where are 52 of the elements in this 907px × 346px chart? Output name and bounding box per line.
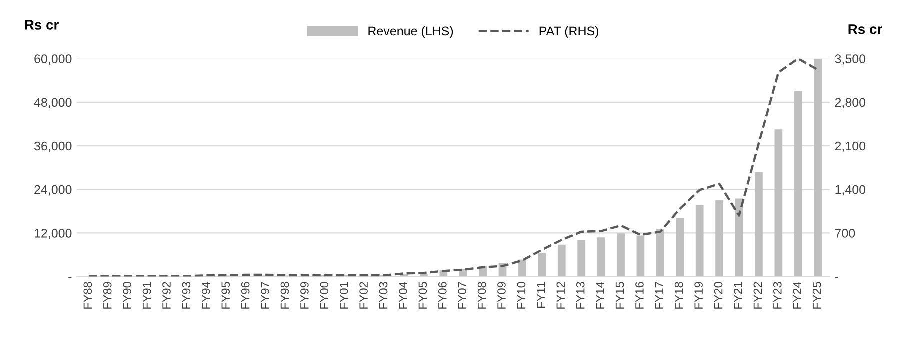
x-tick-label: FY13 — [576, 282, 585, 309]
x-tick-label: FY19 — [694, 282, 704, 309]
x-tick-label: FY95 — [222, 282, 230, 309]
x-tick-label: FY92 — [162, 282, 171, 309]
x-tick-label: FY03 — [379, 282, 388, 309]
y2-tick-label: 700 — [835, 229, 856, 238]
x-tick-label: FY11 — [537, 282, 546, 308]
y2-tick-label: 1,400 — [836, 185, 866, 196]
x-tick-label: FY23 — [773, 282, 782, 309]
x-tick-label: FY01 — [340, 282, 348, 309]
x-tick-label: FY97 — [261, 282, 270, 309]
x-tick-label: FY14 — [596, 282, 604, 309]
x-tick-label: FY15 — [616, 282, 624, 309]
x-tick-label: FY10 — [517, 282, 526, 309]
x-tick-label: FY00 — [320, 282, 329, 309]
x-tick-label: FY21 — [734, 282, 742, 309]
x-tick-label: FY17 — [655, 282, 664, 309]
y-tick-label: 60,000 — [34, 54, 72, 65]
y2-tick-label: 3,500 — [835, 54, 866, 65]
x-tick-label: FY06 — [438, 282, 447, 309]
x-tick-label: FY08 — [478, 282, 486, 309]
x-tick-label: FY24 — [793, 282, 802, 309]
x-tick-label: FY20 — [714, 282, 723, 309]
x-tick-label: FY88 — [84, 282, 92, 309]
y-tick-label: 48,000 — [34, 98, 72, 109]
y-tick-label: 36,000 — [34, 142, 72, 152]
x-tick-label: FY07 — [458, 282, 467, 309]
x-tick-label: FY16 — [636, 282, 644, 309]
x-tick-label: FY90 — [123, 282, 132, 309]
x-tick-label: FY18 — [674, 282, 684, 309]
y-tick-label: 12,000 — [34, 229, 72, 240]
x-tick-label: FY91 — [142, 282, 152, 309]
legend-label: Revenue (LHS) — [368, 26, 454, 38]
x-tick-label: FY93 — [182, 282, 191, 309]
x-tick-label: FY02 — [360, 282, 368, 309]
x-tick-label: FY09 — [498, 282, 506, 309]
x-tick-label: FY12 — [556, 282, 565, 309]
y-tick-label: 24,000 — [34, 185, 72, 196]
x-tick-label: FY22 — [754, 282, 762, 309]
y2-axis-title: Rs cr — [848, 24, 882, 34]
legend-label: PAT (RHS) — [540, 26, 599, 38]
x-tick-label: FY94 — [202, 282, 210, 309]
x-tick-label: FY99 — [300, 282, 309, 309]
x-tick-label: FY89 — [103, 282, 112, 309]
x-tick-label: FY96 — [241, 282, 250, 309]
y-axis-title: Rs cr — [25, 20, 59, 30]
x-tick-label: FY04 — [399, 282, 408, 309]
y2-tick-label: 2,800 — [835, 98, 866, 109]
y2-tick-label: 2,100 — [835, 142, 866, 152]
x-tick-label: FY05 — [418, 282, 428, 309]
x-tick-label: FY25 — [812, 282, 822, 309]
x-tick-label: FY98 — [280, 282, 290, 309]
